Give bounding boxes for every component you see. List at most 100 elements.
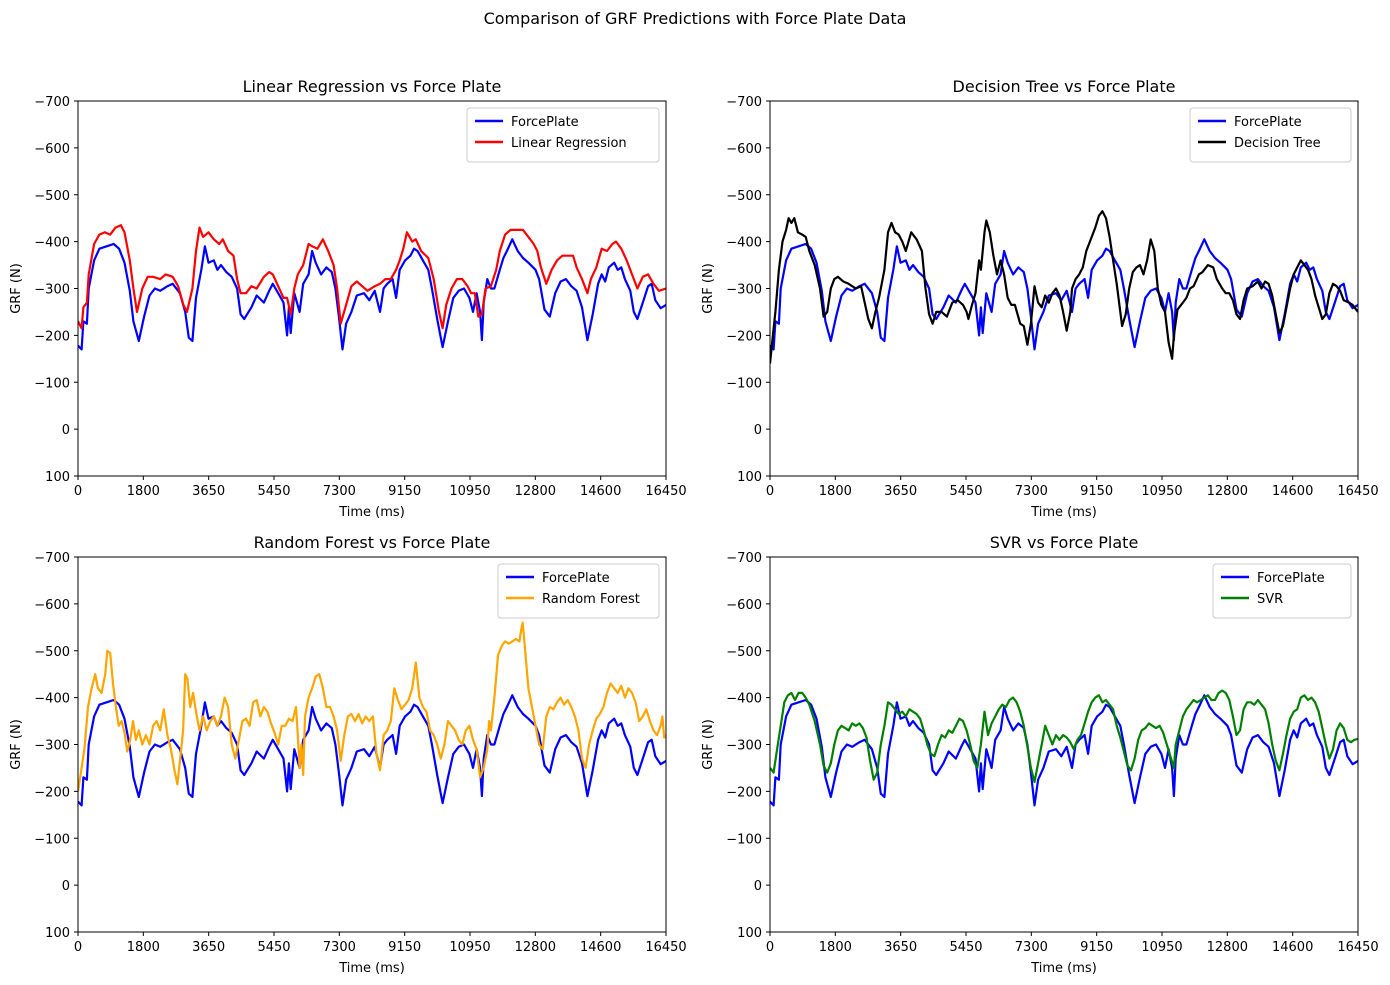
x-tick-label: 16450 [645,484,686,499]
x-axis-label: Time (ms) [338,505,405,520]
y-tick-label: −300 [34,739,70,754]
y-tick-label: −200 [34,785,70,800]
subplot-2: Decision Tree vs Force Plate 0 1800 3650 545… [701,77,1379,520]
y-tick-label: −500 [726,645,762,660]
subplot-title: Decision Tree vs Force Plate [953,77,1176,96]
series-line-linear-regression [78,224,666,330]
x-tick-label: 0 [74,940,82,955]
legend-label: ForcePlate [1234,115,1302,130]
x-tick-label: 0 [766,940,774,955]
legend: ForcePlate Linear Regression [466,107,660,163]
legend: ForcePlate Decision Tree [1189,107,1352,163]
y-tick-label: −200 [726,329,762,344]
x-tick-label: 1800 [127,940,160,955]
y-tick-label: −500 [34,645,70,660]
y-tick-label: −300 [34,283,70,298]
y-tick-label: −200 [726,785,762,800]
x-tick-label: 5450 [949,484,982,499]
x-tick-label: 10950 [1141,940,1182,955]
series-line-decision-tree [770,210,1358,364]
x-tick-label: 14600 [1272,484,1313,499]
x-tick-label: 7300 [1015,484,1048,499]
legend-label: ForcePlate [542,571,610,586]
y-tick-label: 0 [754,423,762,438]
y-tick-label: 0 [62,423,70,438]
series-line-forceplate [78,238,666,351]
x-axis-label: Time (ms) [338,961,405,976]
series-group [770,689,1358,807]
y-tick-label: −400 [726,236,762,251]
y-tick-label: −300 [726,283,762,298]
series-line-random-forest [78,621,666,792]
series-group [78,621,666,807]
y-tick-label: −400 [34,236,70,251]
x-tick-label: 3650 [884,940,917,955]
y-tick-label: 100 [45,926,70,941]
x-tick-label: 9150 [1080,940,1113,955]
x-tick-label: 16450 [645,940,686,955]
legend-label: Random Forest [542,592,640,607]
subplot-title: SVR vs Force Plate [990,533,1139,552]
x-tick-label: 14600 [1272,940,1313,955]
y-axis-label: GRF (N) [9,719,24,770]
y-tick-label: −700 [34,551,70,566]
x-tick-label: 5450 [949,940,982,955]
y-axis-label: GRF (N) [701,263,716,314]
series-line-svr [770,689,1358,784]
y-tick-label: −500 [34,189,70,204]
subplot-title: Random Forest vs Force Plate [254,533,491,552]
y-tick-label: −500 [726,189,762,204]
y-tick-label: −200 [34,329,70,344]
y-tick-label: −600 [34,142,70,157]
x-tick-label: 10950 [1141,484,1182,499]
y-tick-label: 0 [62,879,70,894]
x-tick-label: 3650 [884,484,917,499]
x-tick-label: 7300 [323,940,356,955]
figure-suptitle: Comparison of GRF Predictions with Force… [484,9,907,28]
x-tick-label: 12800 [1207,940,1248,955]
x-tick-label: 5450 [257,940,290,955]
x-tick-label: 12800 [1207,484,1248,499]
y-tick-label: −700 [726,95,762,110]
legend-box [466,107,660,163]
x-tick-label: 7300 [1015,940,1048,955]
x-axis-label: Time (ms) [1030,961,1097,976]
legend-label: Linear Regression [511,136,627,151]
y-tick-label: −600 [34,598,70,613]
x-tick-label: 5450 [257,484,290,499]
x-tick-label: 12800 [515,484,556,499]
y-tick-label: −100 [726,832,762,847]
legend: ForcePlate SVR [1212,563,1352,619]
y-tick-label: −100 [34,376,70,391]
x-tick-label: 3650 [192,484,225,499]
x-tick-label: 9150 [388,940,421,955]
legend-label: ForcePlate [1257,571,1325,586]
x-tick-label: 14600 [580,940,621,955]
x-axis-label: Time (ms) [1030,505,1097,520]
x-tick-label: 3650 [192,940,225,955]
subplot-3: Random Forest vs Force Plate 0 1800 3650 545… [9,533,687,976]
x-tick-label: 14600 [580,484,621,499]
subplot-4: SVR vs Force Plate 0 1800 3650 5450 7300 9150 1… [701,533,1379,976]
legend-label: ForcePlate [511,115,579,130]
x-tick-label: 9150 [1080,484,1113,499]
y-tick-label: −600 [726,598,762,613]
y-tick-label: −300 [726,739,762,754]
subplot-title: Linear Regression vs Force Plate [243,77,502,96]
x-tick-label: 7300 [323,484,356,499]
x-tick-label: 9150 [388,484,421,499]
x-tick-label: 16450 [1337,940,1378,955]
legend-label: Decision Tree [1234,136,1321,151]
y-tick-label: −100 [726,376,762,391]
y-tick-label: 0 [754,879,762,894]
y-tick-label: −100 [34,832,70,847]
y-tick-label: −400 [34,692,70,707]
x-tick-label: 10950 [449,484,490,499]
y-tick-label: 100 [737,470,762,485]
subplot-1: Linear Regression vs Force Plate 0 1800 365… [9,77,687,520]
y-tick-label: −700 [726,551,762,566]
x-tick-label: 10950 [449,940,490,955]
x-tick-label: 0 [74,484,82,499]
